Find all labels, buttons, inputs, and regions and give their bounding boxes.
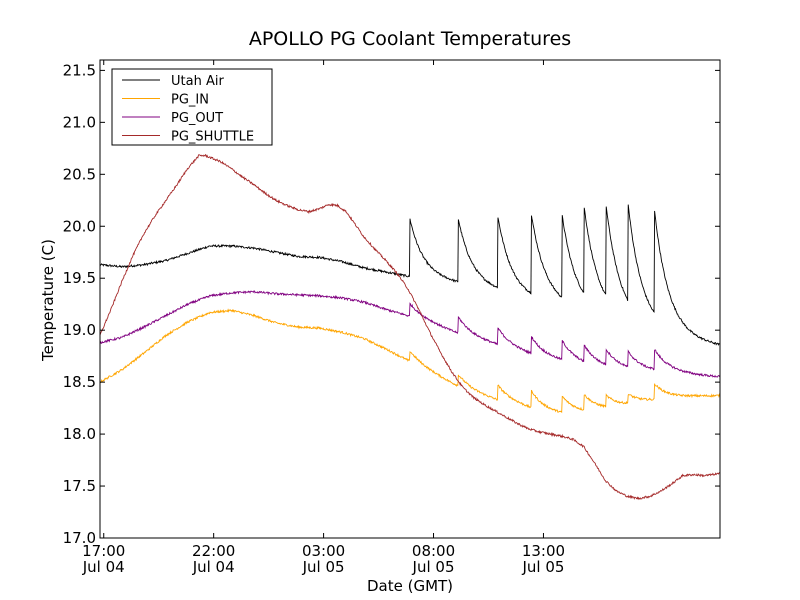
ticks-layer: 17.0 17.5 18.0 18.5 19.0 19.5 20.0 20.5 21.0 21.5… (63, 60, 720, 576)
legend-box (111, 68, 273, 146)
y-tick-label: 20.0 (63, 217, 96, 235)
y-tick-label: 18.5 (63, 373, 96, 391)
axes-layer (99, 59, 721, 539)
y-tick-label: 19.0 (63, 321, 96, 339)
x-axis-label: Date (GMT) (367, 577, 453, 595)
series-line-pg-shuttle (100, 153, 720, 501)
chart-title: APOLLO PG Coolant Temperatures (249, 28, 571, 50)
y-tick-label: 18.0 (63, 425, 96, 443)
legend-label: PG_SHUTTLE (171, 130, 254, 145)
x-tick-label-time: 22:00 (192, 542, 235, 560)
series-line-utah-air (100, 204, 720, 346)
x-tick-label-date: Jul 04 (192, 558, 235, 576)
y-tick-label: 20.5 (63, 165, 96, 183)
y-axis-label: Temperature (C) (39, 239, 57, 362)
x-tick-label-date: Jul 05 (521, 558, 564, 576)
series-line-pg-in (100, 308, 720, 414)
x-tick-label-date: Jul 04 (82, 558, 125, 576)
y-tick-label: 17.5 (63, 477, 96, 495)
y-tick-label: 21.5 (63, 61, 96, 79)
x-tick-label-time: 03:00 (302, 542, 345, 560)
y-tick-label: 21.0 (63, 113, 96, 131)
legend-label: Utah Air (171, 74, 224, 89)
axes-frame (99, 59, 721, 539)
legend-label: PG_OUT (171, 111, 223, 126)
series-line-pg-out (100, 290, 720, 378)
x-tick-label-time: 17:00 (82, 542, 125, 560)
x-tick-label-date: Jul 05 (412, 558, 455, 576)
y-tick-label: 17.0 (63, 529, 96, 547)
x-tick-label-date: Jul 05 (302, 558, 345, 576)
legend: Utah Air PG_IN PG_OUT PG_SHUTTLE (111, 68, 273, 146)
y-tick-label: 19.5 (63, 269, 96, 287)
legend-label: PG_IN (171, 93, 209, 108)
x-tick-label-time: 08:00 (412, 542, 455, 560)
x-tick-label-time: 13:00 (522, 542, 565, 560)
series-layer (100, 153, 720, 501)
